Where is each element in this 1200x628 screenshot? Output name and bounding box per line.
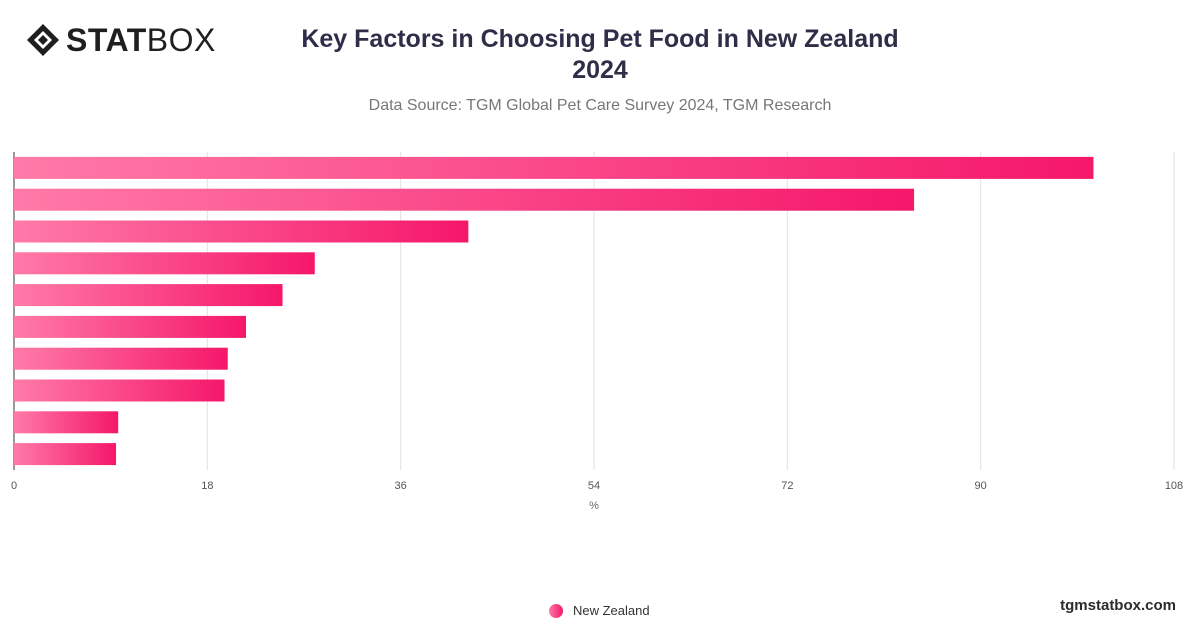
- statbox-logo: STATBOX: [26, 22, 216, 58]
- x-tick-label: 108: [1165, 480, 1183, 492]
- chart-subtitle: Data Source: TGM Global Pet Care Survey …: [368, 97, 832, 114]
- bar[interactable]: [14, 315, 246, 338]
- bar[interactable]: [14, 411, 119, 434]
- bar[interactable]: [14, 347, 228, 370]
- bar[interactable]: [14, 443, 117, 466]
- chart-header: Key Factors in Choosing Pet Food in New …: [300, 24, 900, 116]
- chart-title-line-2: 2024: [572, 56, 628, 84]
- logo-wordmark: STATBOX: [66, 22, 216, 58]
- logo-bold-text: STAT: [66, 22, 147, 58]
- bar[interactable]: [14, 188, 915, 211]
- x-tick-label: 90: [975, 480, 987, 492]
- bar[interactable]: [14, 284, 283, 307]
- bar[interactable]: [14, 379, 225, 402]
- statbox-diamond-icon: [27, 24, 59, 56]
- logo-light-text: BOX: [146, 22, 216, 58]
- bar[interactable]: [14, 252, 315, 275]
- x-tick-label: 36: [395, 480, 407, 492]
- site-url: tgmstatbox.com: [1060, 597, 1176, 614]
- x-tick-label: 18: [201, 480, 213, 492]
- legend[interactable]: New Zealand: [549, 603, 650, 618]
- x-tick-label: 54: [588, 480, 600, 492]
- x-axis-label: %: [589, 500, 599, 512]
- bar[interactable]: [14, 156, 1094, 179]
- x-tick-label: 72: [781, 480, 793, 492]
- x-axis-ticks: 0 18 36 54 72 90 108: [11, 480, 1183, 492]
- legend-label-new-zealand: New Zealand: [573, 603, 650, 618]
- bars: [14, 156, 1094, 466]
- chart-title-line-1: Key Factors in Choosing Pet Food in New …: [301, 25, 899, 53]
- legend-marker: [549, 603, 563, 618]
- x-tick-label: 0: [11, 480, 17, 492]
- bar[interactable]: [14, 220, 469, 243]
